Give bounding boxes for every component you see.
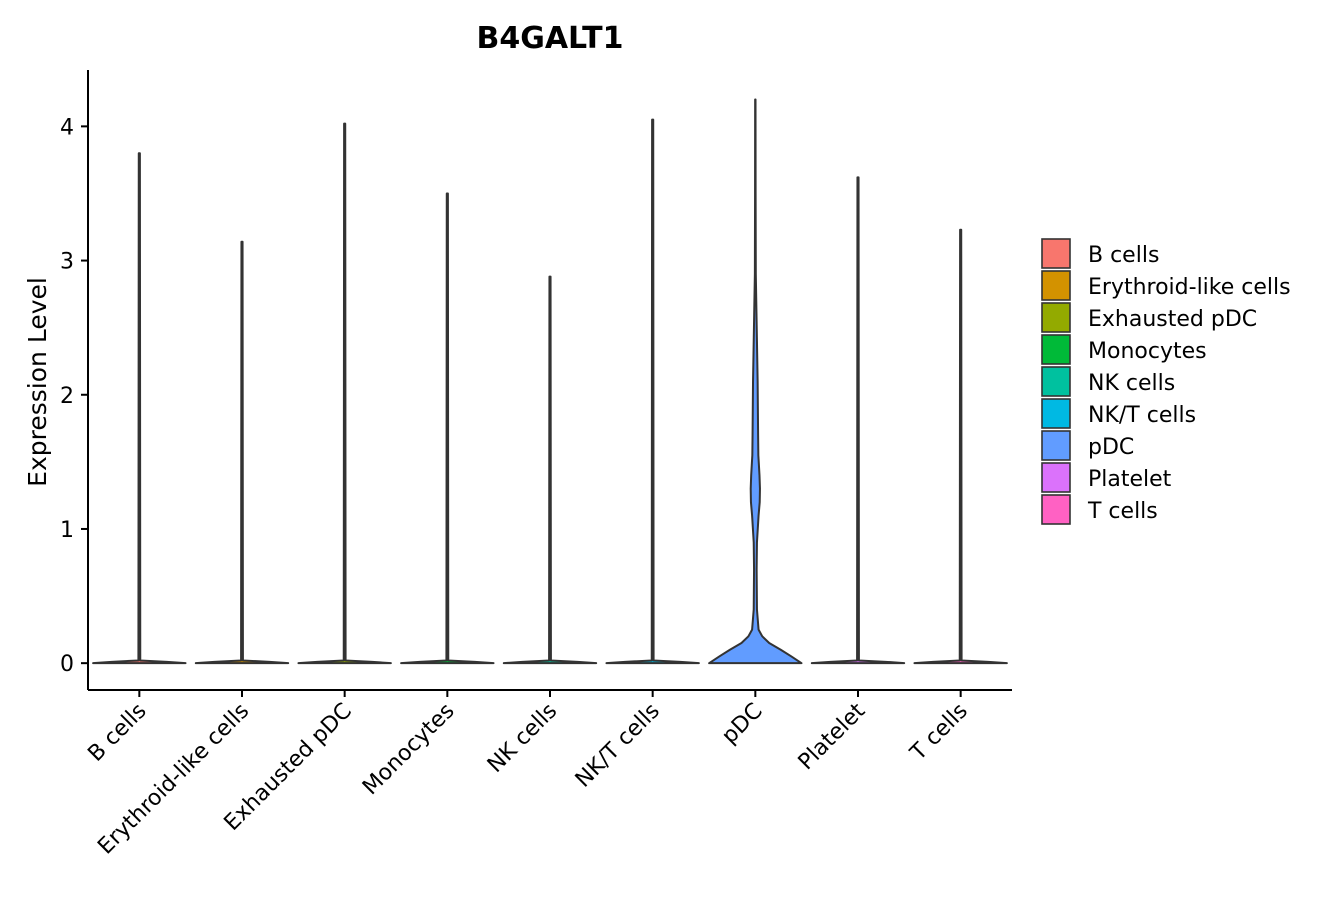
legend-swatch — [1041, 430, 1071, 461]
legend-swatch — [1041, 494, 1071, 525]
violin-t-cells — [913, 228, 1008, 665]
x-tick-label: Monocytes — [358, 699, 460, 801]
x-tick-label: Platelet — [794, 698, 871, 775]
y-tick-label: 2 — [60, 384, 74, 409]
plot-area — [92, 98, 1008, 665]
legend-label: T cells — [1087, 499, 1158, 524]
chart-title: B4GALT1 — [476, 21, 623, 56]
legend-swatch — [1041, 398, 1071, 429]
legend-swatch — [1041, 302, 1071, 333]
legend-label: Exhausted pDC — [1088, 307, 1257, 332]
violin-erythroid-like-cells — [194, 240, 290, 665]
violin-b-cells — [92, 152, 187, 665]
legend-swatch — [1041, 334, 1071, 365]
violin-nk-cells — [502, 275, 598, 665]
x-tick-label: NK cells — [483, 699, 562, 778]
legend-label: Monocytes — [1088, 339, 1207, 364]
legend-swatch — [1041, 462, 1071, 493]
x-tick-label: pDC — [717, 699, 767, 749]
legend-label: NK/T cells — [1088, 403, 1196, 428]
violin-pdc — [708, 98, 803, 665]
x-tick-label: B cells — [83, 699, 151, 767]
legend-label: pDC — [1088, 435, 1134, 460]
violin-nk-t-cells — [605, 118, 700, 665]
y-tick-label: 1 — [60, 518, 74, 543]
legend: B cells Erythroid-like cells Exhausted pDC… — [1041, 238, 1291, 525]
y-axis: 0 1 2 3 4 — [60, 70, 89, 690]
y-tick-label: 0 — [60, 652, 74, 677]
x-tick-label: T cells — [905, 699, 973, 767]
violin-platelet — [810, 176, 906, 665]
x-tick-label: NK/T cells — [571, 699, 665, 793]
legend-label: B cells — [1088, 243, 1159, 268]
violin-monocytes — [400, 192, 495, 665]
y-tick-label: 3 — [60, 250, 74, 275]
y-tick-label: 4 — [60, 115, 74, 140]
y-axis-label: Expression Level — [23, 277, 52, 487]
legend-swatch — [1041, 270, 1071, 301]
legend-swatch — [1041, 366, 1071, 397]
legend-label: NK cells — [1088, 371, 1175, 396]
legend-label: Platelet — [1088, 467, 1172, 492]
legend-swatch — [1041, 238, 1071, 269]
legend-label: Erythroid-like cells — [1088, 275, 1291, 300]
violin-exhausted-pdc — [297, 122, 392, 665]
